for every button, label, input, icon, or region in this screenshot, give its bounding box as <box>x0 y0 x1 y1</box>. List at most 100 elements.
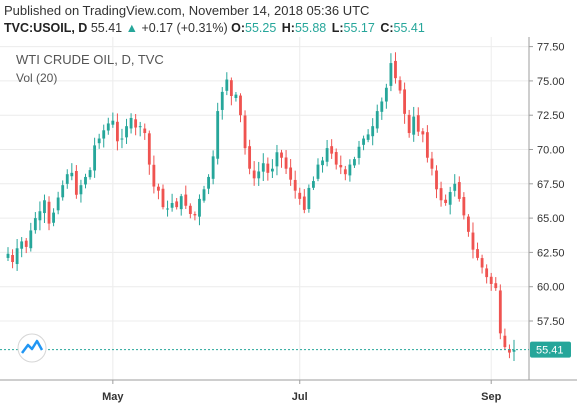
candle-body <box>248 146 252 169</box>
candle-body <box>120 138 124 140</box>
price-chart[interactable]: 57.50 60.00 62.50 65.00 67.50 70.00 72.50 75.00… <box>0 37 577 407</box>
candle-body <box>389 63 393 86</box>
candle-body <box>70 172 74 177</box>
candle-body <box>334 152 338 165</box>
candle-body <box>38 211 42 221</box>
candle-body <box>175 201 179 208</box>
candle-body <box>462 197 466 216</box>
candle-body <box>302 196 306 210</box>
candle-body <box>184 194 188 206</box>
candle-body <box>430 158 434 169</box>
last-price-tag-background <box>530 341 571 358</box>
candle-body <box>193 214 197 216</box>
last-price: 55.41 <box>90 21 123 35</box>
candle-body <box>24 240 28 247</box>
candle-body <box>129 117 133 129</box>
price-tick-label: 72.50 <box>537 110 565 122</box>
open-label: O: <box>231 21 245 35</box>
price-tick-label: 65.00 <box>537 213 565 225</box>
close-value: 55.41 <box>393 21 425 35</box>
candle-body <box>211 156 215 179</box>
candle-body <box>307 187 311 210</box>
price-tick-label: 62.50 <box>537 247 565 259</box>
candle-body <box>498 290 502 334</box>
time-tick-label: May <box>102 391 124 403</box>
chart-title: WTI CRUDE OIL, D, TVC <box>16 52 164 67</box>
price-tick-label: 77.50 <box>537 42 565 54</box>
candle-body <box>61 185 65 198</box>
candle-body <box>476 249 479 258</box>
candle-body <box>421 131 425 135</box>
candle-body <box>225 79 229 91</box>
candle-body <box>339 164 343 168</box>
candle-body <box>56 197 60 211</box>
last-price-tag-text: 55.41 <box>536 345 564 357</box>
candle-body <box>65 174 69 184</box>
logo-mountain-icon <box>21 339 44 354</box>
candle-body <box>398 80 402 91</box>
candle-body <box>425 132 429 158</box>
candle-body <box>371 126 375 137</box>
candle-body <box>266 163 270 173</box>
candle-body <box>207 176 210 189</box>
price-tick-label: 70.00 <box>537 145 565 157</box>
candle-body <box>362 138 365 145</box>
low-value: 55.17 <box>343 21 375 35</box>
candle-body <box>33 218 37 231</box>
candle-body <box>188 205 192 214</box>
candle-body <box>115 121 119 142</box>
candle-body <box>403 89 407 114</box>
candle-body <box>134 119 138 128</box>
candle-body <box>284 157 288 169</box>
candle-body <box>170 203 174 208</box>
candle-body <box>6 253 10 258</box>
open-value: 55.25 <box>245 21 277 35</box>
candle-body <box>202 189 206 201</box>
candle-body <box>316 164 320 179</box>
candle-body <box>467 216 470 232</box>
candle-body <box>312 181 315 188</box>
candle-body <box>179 196 183 210</box>
candle-body <box>143 128 147 134</box>
price-tick-label: 57.50 <box>537 316 565 328</box>
candle-body <box>15 248 19 265</box>
candle-body <box>366 134 370 140</box>
candle-body <box>480 258 484 268</box>
published-note: Published on TradingView.com, November 1… <box>4 3 370 18</box>
candle-body <box>453 183 457 191</box>
candle-body <box>84 176 87 185</box>
candle-body <box>97 138 101 144</box>
price-tick-label: 75.00 <box>537 76 565 88</box>
candle-body <box>343 169 347 175</box>
candle-body <box>93 145 97 171</box>
candle-body <box>485 268 489 278</box>
candle-body <box>198 198 201 217</box>
candle-body <box>503 335 507 348</box>
candle-body <box>257 171 261 179</box>
close-label: C: <box>380 21 394 35</box>
candle-body <box>243 115 247 149</box>
candle-body <box>293 179 297 191</box>
tradingview-logo[interactable] <box>17 333 47 363</box>
candle-body <box>471 232 475 250</box>
candle-body <box>508 349 511 353</box>
time-axis-labels: MayJulSepNov <box>102 380 502 403</box>
candle-body <box>407 114 411 134</box>
candle-body <box>375 111 379 129</box>
candle-body <box>489 276 493 284</box>
candle-body <box>11 255 14 263</box>
candle-body <box>161 188 165 208</box>
candle-body <box>79 185 83 195</box>
candle-body <box>448 192 452 205</box>
candle-body <box>234 94 238 98</box>
candle-body <box>330 146 334 154</box>
candle-body <box>394 60 397 79</box>
time-tick-label: Jul <box>292 391 308 403</box>
candle-body <box>252 170 256 179</box>
candle-body <box>439 188 443 201</box>
candle-body <box>152 164 156 187</box>
change-value: +0.17 (+0.31%) <box>141 21 228 35</box>
candles-layer <box>6 52 516 361</box>
high-value: 55.88 <box>294 21 327 35</box>
candle-body <box>125 126 128 138</box>
